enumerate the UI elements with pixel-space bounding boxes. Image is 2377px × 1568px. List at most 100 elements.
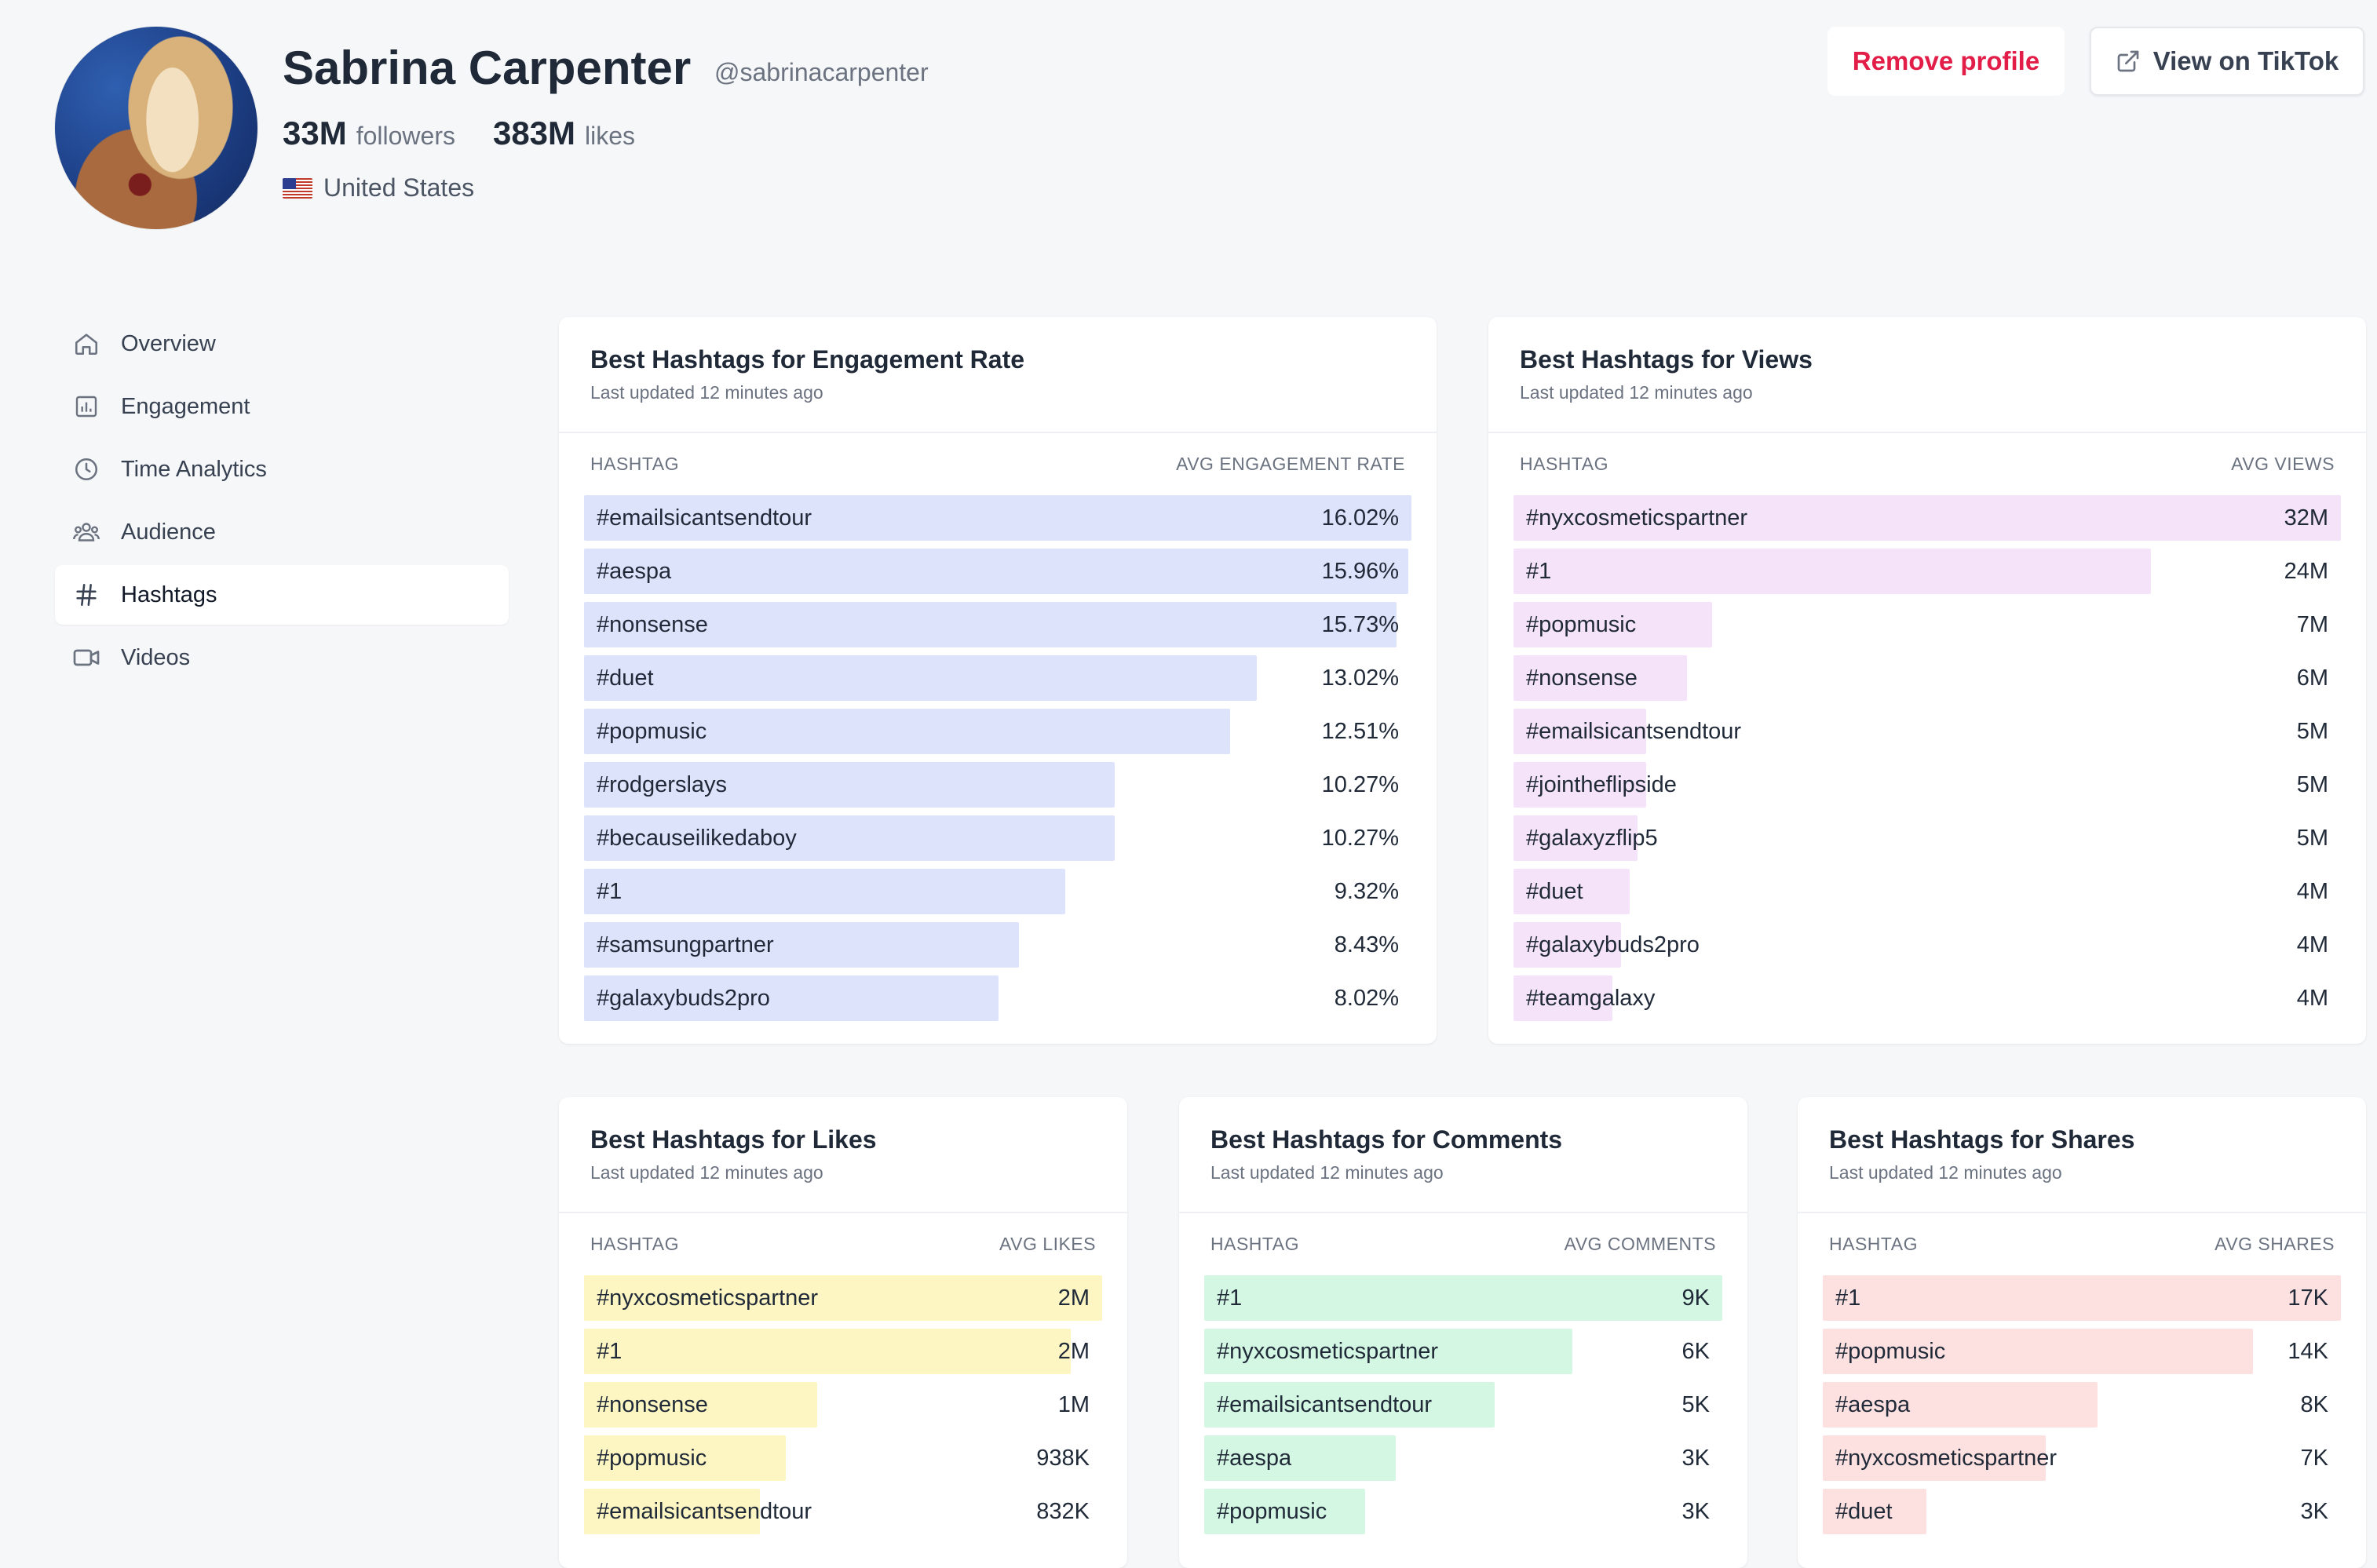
remove-profile-label: Remove profile: [1852, 46, 2040, 75]
hashtag-value: 15.96%: [1321, 559, 1399, 584]
hashtag-bar: [1204, 1275, 1722, 1321]
hashtag-value: 15.73%: [1321, 612, 1399, 637]
hashtag-name: #nonsense: [597, 612, 708, 637]
card-header: Best Hashtags for Likes Last updated 12 …: [559, 1097, 1127, 1213]
hashtag-bar: [584, 1489, 761, 1534]
hashtag-row: #popmusic 938K: [584, 1435, 1102, 1481]
sidebar-item-hashtags[interactable]: Hashtags: [55, 565, 509, 625]
card-title: Best Hashtags for Shares: [1829, 1125, 2135, 1154]
hashtag-name: #nyxcosmeticspartner: [1526, 505, 1748, 531]
card-title: Best Hashtags for Views: [1520, 345, 1813, 374]
hashtag-bar: [584, 922, 1020, 968]
likes-label: likes: [585, 122, 636, 150]
sidebar-item-engagement[interactable]: Engagement: [55, 377, 509, 436]
hashtag-bar: [584, 975, 999, 1021]
hashtag-bar: [584, 1275, 1102, 1321]
external-link-icon: [2116, 49, 2141, 74]
hashtag-row: #1 2M: [584, 1329, 1102, 1374]
hashtag-row: #nonsense 1M: [584, 1382, 1102, 1428]
hashtag-row: #galaxybuds2pro 8.02%: [584, 975, 1411, 1021]
sidebar-item-label: Hashtags: [121, 582, 217, 607]
column-headers: HASHTAG AVG COMMENTS: [1179, 1234, 1747, 1255]
hashtag-rows: #nyxcosmeticspartner 32M #1 24M #popmusic 7M #…: [1488, 495, 2366, 1021]
column-header-hashtag: HASHTAG: [1520, 454, 1608, 474]
hashtag-value: 7K: [2300, 1446, 2328, 1471]
hashtag-name: #nyxcosmeticspartner: [1835, 1446, 2058, 1471]
card-header: Best Hashtags for Views Last updated 12 …: [1488, 317, 2366, 433]
video-icon: [72, 644, 100, 672]
view-on-tiktok-button[interactable]: View on TikTok: [2090, 27, 2364, 96]
engagement-rate-card: Best Hashtags for Engagement Rate Last u…: [559, 317, 1437, 1044]
hashtag-value: 7M: [2296, 612, 2328, 637]
hashtag-value: 9.32%: [1334, 879, 1399, 904]
hashtag-name: #duet: [1835, 1499, 1893, 1524]
hashtag-row: #popmusic 14K: [1823, 1329, 2341, 1374]
sidebar-item-audience[interactable]: Audience: [55, 502, 509, 562]
hashtag-name: #nyxcosmeticspartner: [597, 1285, 819, 1311]
hashtag-value: 2M: [1057, 1339, 1090, 1364]
us-flag-icon: [283, 177, 312, 199]
hashtag-row: #popmusic 12.51%: [584, 709, 1411, 754]
hashtag-bar: [1204, 1435, 1397, 1481]
hashtag-row: #galaxyzflip5 5M: [1513, 815, 2341, 861]
sidebar-item-label: Overview: [121, 330, 216, 356]
hashtag-value: 16.02%: [1321, 505, 1399, 531]
hashtag-row: #1 9K: [1204, 1275, 1722, 1321]
hashtag-bar: [1823, 1435, 2046, 1481]
card-updated: Last updated 12 minutes ago: [590, 1162, 823, 1183]
sidebar-item-overview[interactable]: Overview: [55, 314, 509, 374]
hashtag-row: #1 17K: [1823, 1275, 2341, 1321]
hashtag-value: 2M: [1057, 1285, 1090, 1311]
hashtag-row: #1 9.32%: [584, 869, 1411, 914]
hashtag-bar: [1823, 1382, 2098, 1428]
hashtag-row: #emailsicantsendtour 16.02%: [584, 495, 1411, 541]
hashtag-name: #emailsicantsendtour: [1217, 1392, 1433, 1417]
hashtag-name: #becauseilikedaboy: [597, 826, 797, 851]
hashtag-value: 13.02%: [1321, 665, 1399, 691]
hashtag-value: 14K: [2288, 1339, 2328, 1364]
sidebar-item-label: Audience: [121, 519, 216, 545]
card-header: Best Hashtags for Comments Last updated …: [1179, 1097, 1747, 1213]
card-title: Best Hashtags for Engagement Rate: [590, 345, 1025, 374]
hashtag-row: #rodgerslays 10.27%: [584, 762, 1411, 808]
hashtag-name: #1: [1526, 559, 1552, 584]
hashtag-bar: [1823, 1489, 1926, 1534]
hashtag-value: 4M: [2296, 879, 2328, 904]
hashtag-name: #nonsense: [1526, 665, 1638, 691]
hashtag-value: 5M: [2296, 719, 2328, 744]
followers-count: 33M: [283, 115, 347, 151]
hashtag-value: 12.51%: [1321, 719, 1399, 744]
profile-avatar: [55, 27, 257, 229]
sidebar-item-time-analytics[interactable]: Time Analytics: [55, 439, 509, 499]
sidebar-nav: Overview Engagement Time Analytics Audie…: [55, 314, 509, 691]
sidebar-item-videos[interactable]: Videos: [55, 628, 509, 687]
hashtag-bar: [584, 869, 1066, 914]
hashtag-row: #popmusic 7M: [1513, 602, 2341, 647]
hashtag-name: #emailsicantsendtour: [1526, 719, 1742, 744]
hashtag-row: #emailsicantsendtour 5M: [1513, 709, 2341, 754]
hashtag-row: #aespa 8K: [1823, 1382, 2341, 1428]
hashtag-bar: [1513, 602, 1712, 647]
hashtag-name: #galaxyzflip5: [1526, 826, 1658, 851]
remove-profile-button[interactable]: Remove profile: [1827, 27, 2065, 96]
column-header-value: AVG ENGAGEMENT RATE: [1176, 454, 1405, 474]
hashtag-value: 17K: [2288, 1285, 2328, 1311]
hashtag-bar: [1513, 549, 2151, 594]
home-icon: [72, 330, 100, 358]
hashtag-bar: [584, 495, 1411, 541]
column-header-value: AVG COMMENTS: [1564, 1234, 1716, 1254]
hashtag-name: #1: [597, 1339, 623, 1364]
views-card: Best Hashtags for Views Last updated 12 …: [1488, 317, 2366, 1044]
hashtag-rows: #emailsicantsendtour 16.02% #aespa 15.96% #n…: [559, 495, 1437, 1021]
hash-icon: [72, 581, 100, 609]
hashtag-rows: #nyxcosmeticspartner 2M #1 2M #nonsense 1M #po…: [559, 1275, 1127, 1534]
hashtag-row: #duet 3K: [1823, 1489, 2341, 1534]
hashtag-name: #galaxybuds2pro: [1526, 932, 1700, 957]
card-updated: Last updated 12 minutes ago: [1520, 382, 1753, 403]
hashtag-name: #aespa: [1217, 1446, 1292, 1471]
hashtag-row: #galaxybuds2pro 4M: [1513, 922, 2341, 968]
hashtag-name: #duet: [597, 665, 654, 691]
hashtag-value: 24M: [2284, 559, 2328, 584]
hashtag-value: 938K: [1036, 1446, 1090, 1471]
hashtag-value: 9K: [1681, 1285, 1710, 1311]
